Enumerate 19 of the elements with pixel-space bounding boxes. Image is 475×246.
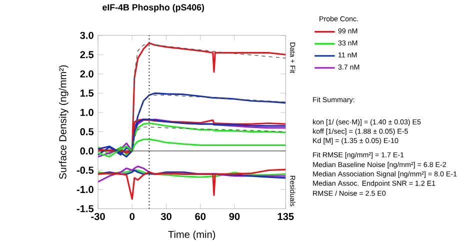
y-tick-label: 0.5 — [80, 128, 94, 136]
x-tick-label: 30 — [160, 212, 172, 220]
x-tick-label: 0 — [130, 212, 135, 220]
y-tick-label: -0.5 — [76, 166, 94, 174]
x-tick-label: 135 — [278, 212, 294, 220]
y-tick-label: 1.5 — [80, 90, 94, 97]
y-tick-label: 2.5 — [80, 51, 94, 58]
x-tick-label: 60 — [195, 212, 206, 220]
x-tick-label: 90 — [229, 212, 240, 220]
chart-title: eIF-4B Phospho (pS406) — [102, 4, 204, 12]
x-tick-label: -30 — [91, 212, 105, 220]
y-tick-label: 1.0 — [80, 108, 94, 116]
x-axis-title: Time (min) — [168, 230, 216, 240]
y-tick-label: -1.0 — [76, 186, 94, 194]
y-axis-title: Surface Density (ng/mm²) — [58, 65, 68, 179]
y-tick-label: -1.5 — [76, 205, 94, 212]
y-tick-label: 2.0 — [80, 70, 94, 78]
y-tick-label: 3.0 — [80, 32, 94, 39]
y-tick-label: 0.0 — [80, 147, 94, 154]
